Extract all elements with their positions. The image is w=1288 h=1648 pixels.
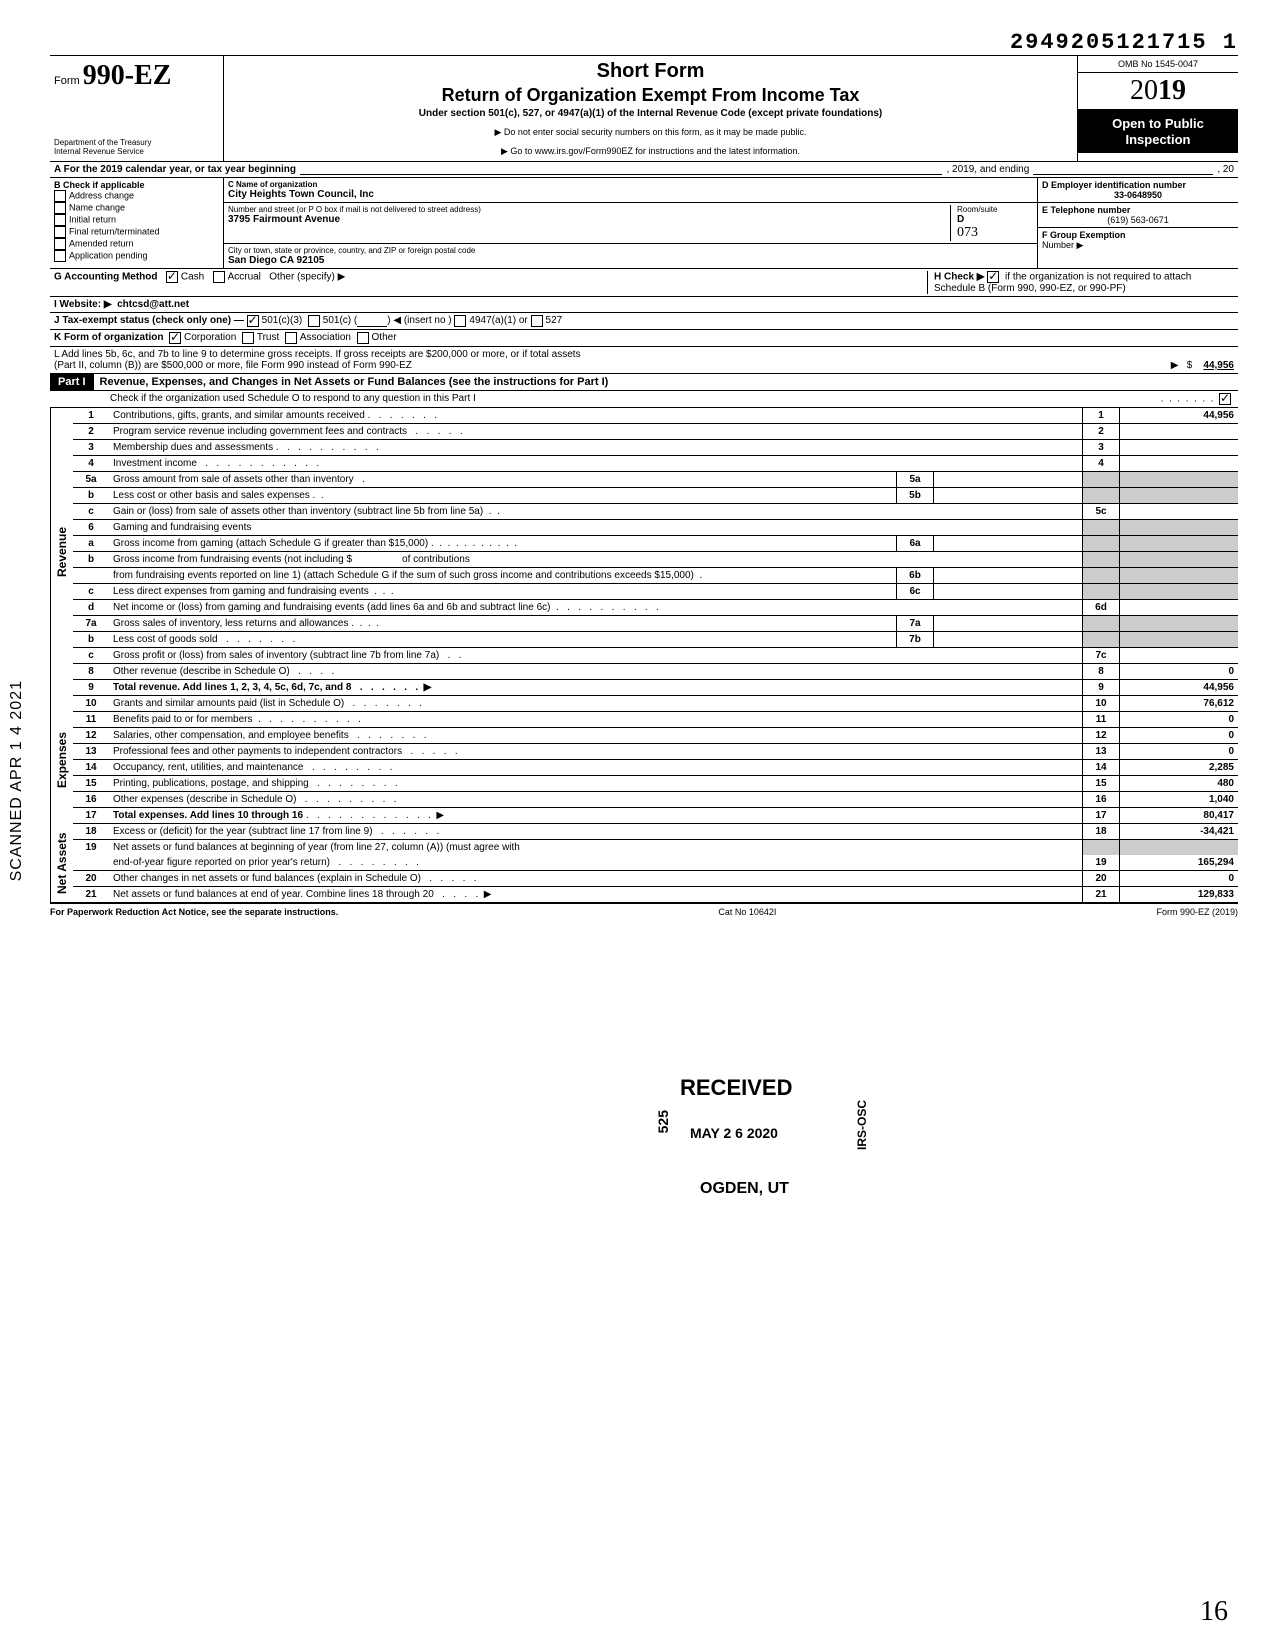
checkbox-527[interactable] [531, 315, 543, 327]
part1-check-text: Check if the organization used Schedule … [110, 393, 476, 405]
checkbox-initial-return[interactable] [54, 214, 66, 226]
form-title-short: Short Form [234, 60, 1067, 83]
omb-number: OMB No 1545-0047 [1078, 56, 1238, 73]
room-suite-handwritten: 073 [957, 225, 1027, 241]
label-ein: D Employer identification number [1042, 180, 1234, 190]
checkbox-corporation[interactable] [169, 332, 181, 344]
label-group-exemption: F Group Exemption [1042, 230, 1126, 240]
inspection-notice: Open to Public Inspection [1078, 110, 1238, 153]
dept-irs: Internal Revenue Service [54, 148, 219, 157]
label-street: Number and street (or P O box if mail is… [228, 205, 950, 214]
stamp-irs-osc: IRS-OSC [855, 1100, 869, 1150]
form-prefix: Form [54, 75, 80, 87]
checkbox-other-org[interactable] [357, 332, 369, 344]
checkbox-501c[interactable] [308, 315, 320, 327]
instruction-ssn: ▶ Do not enter social security numbers o… [234, 127, 1067, 138]
room-suite: D [957, 214, 1027, 225]
side-label-revenue: Revenue [50, 408, 73, 696]
form-subtitle: Under section 501(c), 527, or 4947(a)(1)… [234, 108, 1067, 119]
line-l-text1: L Add lines 5b, 6c, and 7b to line 9 to … [54, 349, 581, 360]
org-name: City Heights Town Council, Inc [228, 189, 1033, 200]
label-room-suite: Room/suite [957, 205, 1027, 214]
city-state-zip: San Diego CA 92105 [228, 255, 1033, 266]
tax-year: 2019 [1078, 73, 1238, 110]
checkbox-association[interactable] [285, 332, 297, 344]
form-header: Form 990-EZ Department of the Treasury I… [50, 55, 1238, 162]
checkbox-4947[interactable] [454, 315, 466, 327]
street-address: 3795 Fairmount Avenue [228, 214, 950, 225]
side-label-expenses: Expenses [50, 696, 73, 824]
scanned-stamp: SCANNED APR 1 4 2021 [8, 680, 26, 881]
website: chtcsd@att.net [117, 299, 189, 310]
footer-cat-no: Cat No 10642I [718, 907, 776, 917]
form-title-long: Return of Organization Exempt From Incom… [234, 85, 1067, 106]
checkbox-accrual[interactable] [213, 271, 225, 283]
checkbox-501c3[interactable] [247, 315, 259, 327]
checkbox-trust[interactable] [242, 332, 254, 344]
checkbox-schedule-b[interactable] [987, 271, 999, 283]
instruction-website: ▶ Go to www.irs.gov/Form990EZ for instru… [234, 146, 1067, 157]
label-form-of-org: K Form of organization [54, 332, 163, 344]
checkbox-final-return[interactable] [54, 226, 66, 238]
label-city: City or town, state or province, country… [228, 246, 1033, 255]
label-website: I Website: ▶ [54, 299, 112, 310]
gross-receipts: 44,956 [1203, 360, 1234, 371]
part1-title: Revenue, Expenses, and Changes in Net As… [94, 376, 609, 388]
checkbox-amended-return[interactable] [54, 238, 66, 250]
document-locator-number: 2949205121715 1 [1010, 30, 1238, 55]
row-a-tax-year: A For the 2019 calendar year, or tax yea… [50, 162, 1238, 178]
footer-paperwork: For Paperwork Reduction Act Notice, see … [50, 907, 338, 917]
handwritten-page-number: 16 [1200, 1596, 1228, 1628]
stamp-ogden: OGDEN, UT [700, 1180, 789, 1198]
label-accounting-method: G Accounting Method [54, 272, 158, 283]
net-assets-table: 18Excess or (deficit) for the year (subt… [73, 824, 1238, 902]
side-label-net-assets: Net Assets [50, 824, 73, 902]
ein: 33-0648950 [1042, 190, 1234, 200]
form-number: 990-EZ [83, 60, 172, 91]
part1-header: Part I [50, 374, 94, 390]
label-tax-exempt: J Tax-exempt status (check only one) — [54, 315, 244, 327]
checkbox-name-change[interactable] [54, 202, 66, 214]
stamp-525: 525 [655, 1110, 671, 1133]
section-b-checkboxes: B Check if applicable Address change Nam… [50, 178, 224, 268]
label-org-name: C Name of organization [228, 180, 1033, 189]
phone: (619) 563-0671 [1042, 215, 1234, 225]
checkbox-address-change[interactable] [54, 190, 66, 202]
stamp-date: MAY 2 6 2020 [690, 1125, 778, 1141]
footer-form-ref: Form 990-EZ (2019) [1156, 907, 1238, 917]
revenue-table: 1Contributions, gifts, grants, and simil… [73, 408, 1238, 696]
line-l-text2: (Part II, column (B)) are $500,000 or mo… [54, 360, 581, 371]
checkbox-schedule-o[interactable] [1219, 393, 1231, 405]
expenses-table: 10Grants and similar amounts paid (list … [73, 696, 1238, 824]
checkbox-cash[interactable] [166, 271, 178, 283]
label-phone: E Telephone number [1042, 205, 1234, 215]
stamp-received: RECEIVED [680, 1075, 792, 1101]
checkbox-application-pending[interactable] [54, 250, 66, 262]
